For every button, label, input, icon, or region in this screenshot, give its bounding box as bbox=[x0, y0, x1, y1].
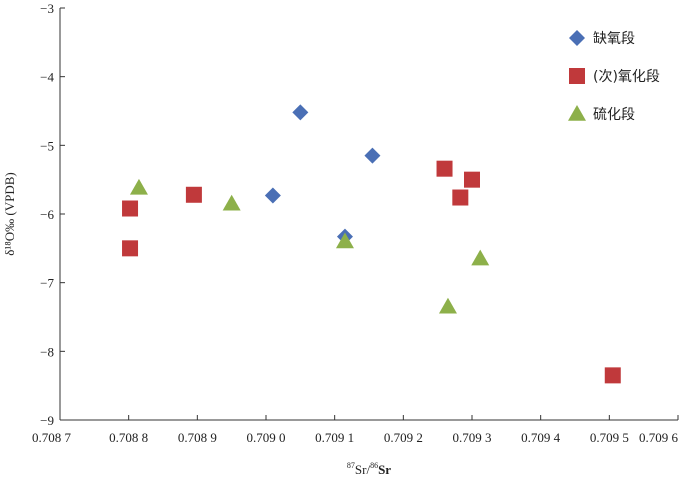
x-axis-title-sup2: 86 bbox=[370, 461, 378, 470]
data-point-triangle bbox=[471, 249, 490, 266]
data-point-triangle bbox=[335, 232, 354, 249]
y-tick-label: −3 bbox=[40, 1, 54, 16]
y-tick-label: −8 bbox=[40, 344, 54, 359]
axes bbox=[59, 8, 678, 421]
x-tick-label: 0.709 6 bbox=[639, 430, 679, 445]
data-point-square bbox=[604, 367, 621, 384]
y-tick-label: −6 bbox=[40, 207, 54, 222]
legend-marker-square bbox=[569, 68, 585, 84]
x-axis-title-end: Sr bbox=[378, 462, 391, 477]
data-point-square bbox=[436, 160, 453, 177]
data-point-diamond bbox=[292, 104, 309, 121]
legend-label: 缺氧段 bbox=[593, 31, 635, 47]
data-point-square bbox=[452, 189, 469, 206]
data-point-diamond bbox=[264, 187, 281, 204]
data-point-square bbox=[122, 200, 139, 217]
data-point-diamond bbox=[364, 147, 381, 164]
legend-marker-triangle bbox=[568, 105, 586, 121]
x-tick-label: 0.709 2 bbox=[384, 430, 423, 445]
data-points bbox=[122, 104, 621, 384]
x-tick-label: 0.708 7 bbox=[32, 430, 72, 445]
x-tick-label: 0.708 8 bbox=[109, 430, 148, 445]
y-tick-label: −7 bbox=[40, 276, 54, 291]
x-tick-label: 0.709 3 bbox=[453, 430, 492, 445]
x-ticks: 0.708 7 0.708 8 0.708 9 0.709 0 0.709 1 0.709… bbox=[32, 415, 679, 445]
data-point-triangle bbox=[129, 178, 148, 195]
legend-marker-diamond bbox=[569, 30, 585, 46]
x-axis-title: 87Sr/86Sr bbox=[347, 461, 391, 477]
data-point-square bbox=[185, 186, 202, 203]
x-tick-label: 0.709 4 bbox=[521, 430, 561, 445]
x-tick-label: 0.709 0 bbox=[247, 430, 286, 445]
y-tick-label: −4 bbox=[40, 70, 54, 85]
data-point-square bbox=[464, 171, 480, 188]
y-tick-label: −5 bbox=[40, 138, 54, 153]
data-point-triangle bbox=[222, 194, 241, 211]
x-tick-label: 0.709 1 bbox=[315, 430, 354, 445]
data-point-square bbox=[122, 240, 139, 257]
legend-label: 硫化段 bbox=[593, 107, 635, 123]
y-tick-label: −9 bbox=[40, 413, 54, 428]
x-tick-label: 0.709 5 bbox=[590, 430, 629, 445]
legend-label: (次)氧化段 bbox=[593, 69, 660, 85]
y-axis-title: δ¹⁸O‰ (VPDB) bbox=[2, 172, 17, 256]
x-tick-label: 0.708 9 bbox=[178, 430, 217, 445]
data-point-triangle bbox=[438, 297, 457, 314]
y-ticks: −9 −8 −7 −6 −5 −4 −3 bbox=[40, 1, 65, 428]
x-axis-title-mid: Sr/ bbox=[355, 462, 371, 477]
x-axis-title-sup1: 87 bbox=[347, 461, 355, 470]
